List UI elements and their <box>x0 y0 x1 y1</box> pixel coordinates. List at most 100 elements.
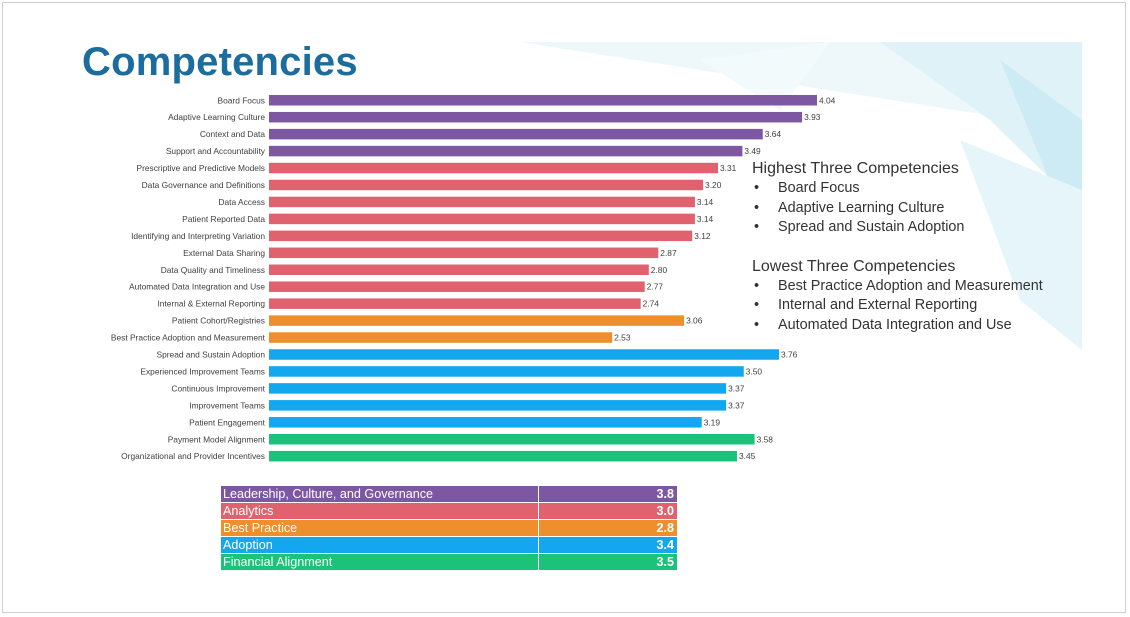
bar <box>269 417 702 428</box>
bar <box>269 298 641 309</box>
value-label: 3.58 <box>757 434 774 444</box>
bullet-icon: • <box>754 316 760 333</box>
value-label: 2.77 <box>647 282 664 292</box>
highest-item-text: Spread and Sustain Adoption <box>778 219 965 235</box>
category-label: External Data Sharing <box>183 248 265 258</box>
summary-value: 3.8 <box>538 486 677 503</box>
summary-label: Adoption <box>221 536 539 554</box>
category-label: Experienced Improvement Teams <box>140 366 265 376</box>
lowest-heading: Lowest Three Competencies <box>752 257 956 275</box>
summary-label: Financial Alignment <box>221 553 539 571</box>
category-label: Context and Data <box>200 129 266 139</box>
category-label: Patient Cohort/Registries <box>172 316 265 326</box>
category-label: Improvement Teams <box>189 400 265 410</box>
value-label: 3.45 <box>739 451 756 461</box>
category-label: Best Practice Adoption and Measurement <box>111 333 266 343</box>
category-label: Data Governance and Definitions <box>142 180 265 190</box>
highest-item: • Board Focus <box>754 179 1043 199</box>
bar <box>269 162 718 174</box>
lowest-item-text: Automated Data Integration and Use <box>778 316 1012 333</box>
summary-row-best-practice: Best Practice 2.8 <box>221 519 677 537</box>
bar <box>269 111 803 123</box>
page-title: Competencies <box>82 40 358 84</box>
bar <box>269 349 780 360</box>
summary-value: 3.0 <box>538 502 677 520</box>
value-label: 3.37 <box>728 400 745 410</box>
value-label: 3.14 <box>697 214 714 224</box>
bullet-icon: • <box>754 219 760 235</box>
lowest-item: • Automated Data Integration and Use <box>754 316 1043 336</box>
bar <box>269 332 613 343</box>
value-label: 3.93 <box>804 112 821 122</box>
highest-item: • Spread and Sustain Adoption <box>754 218 1043 238</box>
summary-value: 2.8 <box>538 519 677 537</box>
deco-shape-4 <box>960 140 1082 350</box>
highest-item-text: Board Focus <box>778 180 860 196</box>
category-label: Payment Model Alignment <box>168 434 266 444</box>
bar <box>269 95 817 106</box>
highest-heading: Highest Three Competencies <box>752 160 959 177</box>
value-label: 3.20 <box>705 180 722 190</box>
value-label: 3.76 <box>781 350 798 360</box>
bar <box>269 230 693 242</box>
deco-shape-5 <box>700 42 830 110</box>
category-label: Automated Data Integration and Use <box>129 282 265 292</box>
category-label: Support and Accountability <box>166 146 266 156</box>
category-label: Internal & External Reporting <box>157 299 265 309</box>
category-label: Patient Reported Data <box>182 214 265 224</box>
category-label: Spread and Sustain Adoption <box>157 350 266 360</box>
lowest-list: • Best Practice Adoption and Measurement … <box>754 277 1043 336</box>
category-label: Identifying and Interpreting Variation <box>131 231 265 241</box>
value-label: 3.64 <box>765 129 782 139</box>
highest-list: • Board Focus • Adaptive Learning Culture … <box>754 179 1043 238</box>
value-label: 3.37 <box>728 383 745 393</box>
highest-item-text: Adaptive Learning Culture <box>778 199 945 216</box>
summary-value: 3.5 <box>538 553 677 571</box>
bar <box>269 366 744 377</box>
lowest-item: • Best Practice Adoption and Measurement <box>754 277 1043 297</box>
highest-item: • Adaptive Learning Culture <box>754 199 1043 219</box>
summary-value: 3.4 <box>538 536 677 554</box>
bar <box>269 179 704 191</box>
bullet-icon: • <box>754 277 760 294</box>
value-label: 3.06 <box>686 316 703 326</box>
category-label: Prescriptive and Predictive Models <box>137 163 265 173</box>
category-label: Continuous Improvement <box>171 383 265 393</box>
value-label: 3.49 <box>744 146 761 156</box>
value-label: 2.53 <box>614 333 631 343</box>
bar <box>269 196 695 208</box>
bullet-icon: • <box>754 199 760 216</box>
competency-callout: Highest Three Competencies • Board Focus … <box>752 159 1043 335</box>
bar <box>269 383 727 394</box>
bar <box>269 145 743 157</box>
summary-row-adoption: Adoption 3.4 <box>221 536 677 554</box>
summary-label: Best Practice <box>221 519 539 537</box>
bullet-icon: • <box>754 297 760 313</box>
bar <box>269 128 763 140</box>
lowest-item-text: Internal and External Reporting <box>778 297 978 313</box>
category-label: Organizational and Provider Incentives <box>121 451 265 461</box>
value-label: 4.04 <box>819 95 836 105</box>
summary-row-leadership: Leadership, Culture, and Governance 3.8 <box>221 486 677 503</box>
value-label: 2.80 <box>651 265 668 275</box>
bar <box>269 315 685 326</box>
value-label: 3.19 <box>704 417 721 427</box>
category-summary-table: Leadership, Culture, and Governance 3.8 … <box>221 486 677 571</box>
summary-label: Leadership, Culture, and Governance <box>221 486 539 503</box>
bar <box>269 450 737 462</box>
value-label: 2.74 <box>643 299 660 309</box>
bar <box>269 264 649 275</box>
bullet-icon: • <box>754 180 760 196</box>
value-label: 3.50 <box>746 366 763 376</box>
bar <box>269 434 755 445</box>
value-label: 3.31 <box>720 163 737 173</box>
bar <box>269 400 727 411</box>
category-label: Board Focus <box>218 95 265 105</box>
category-label: Data Access <box>218 197 265 207</box>
lowest-item: • Internal and External Reporting <box>754 296 1043 316</box>
summary-label: Analytics <box>221 502 539 520</box>
value-label: 3.14 <box>697 197 714 207</box>
category-label: Adaptive Learning Culture <box>168 112 265 122</box>
